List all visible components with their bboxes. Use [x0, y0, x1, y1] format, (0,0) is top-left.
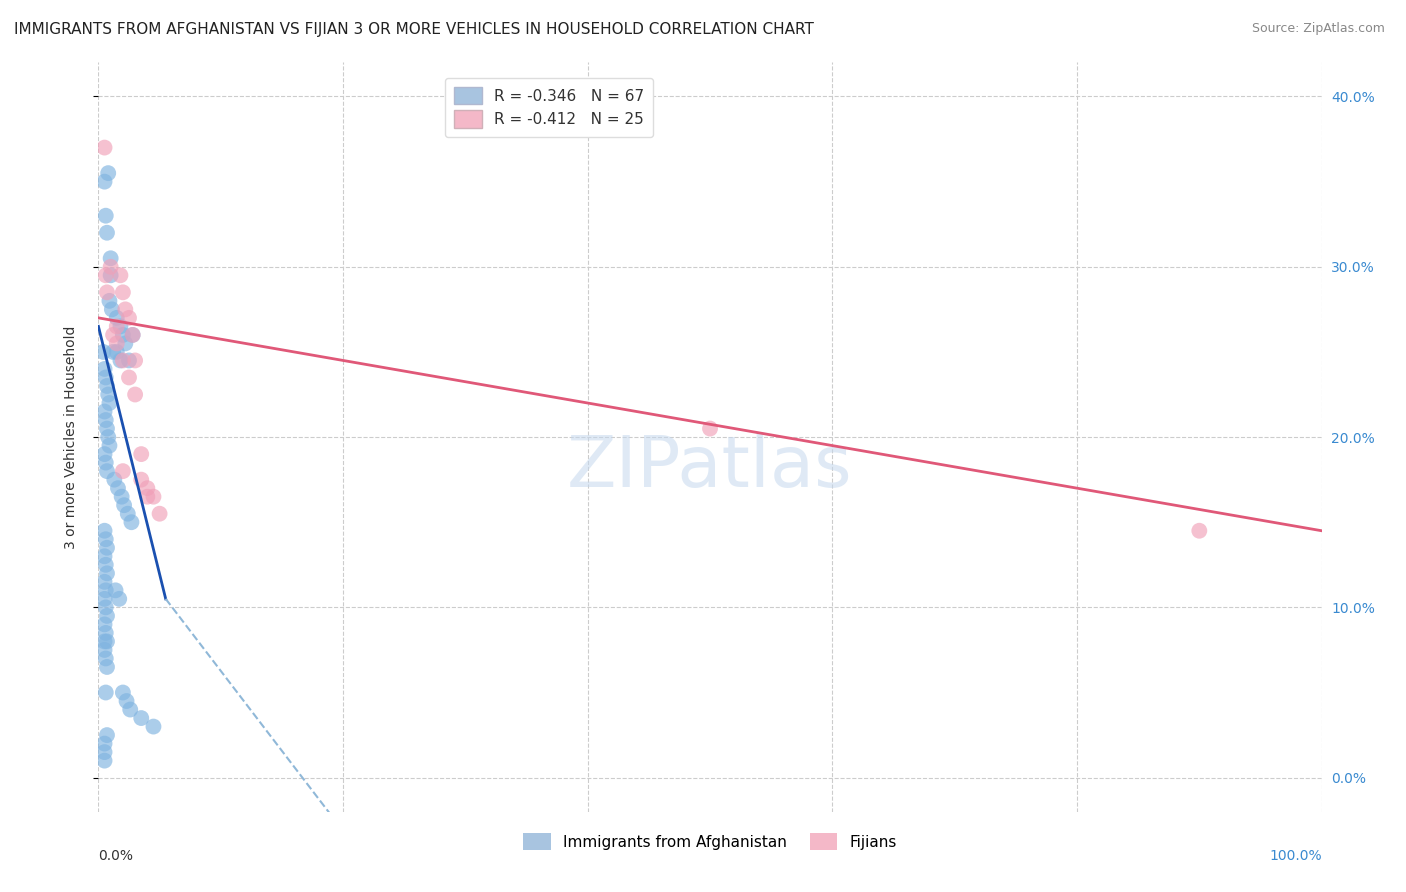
Point	[93, 175, 115, 189]
Point	[93, 362, 115, 376]
Point	[149, 507, 172, 521]
Point	[94, 370, 117, 384]
Point	[129, 473, 152, 487]
Point	[96, 608, 118, 623]
Point	[105, 345, 128, 359]
Point	[111, 490, 134, 504]
Point	[93, 643, 115, 657]
Text: IMMIGRANTS FROM AFGHANISTAN VS FIJIAN 3 OR MORE VEHICLES IN HOUSEHOLD CORRELATIO: IMMIGRANTS FROM AFGHANISTAN VS FIJIAN 3 …	[14, 22, 814, 37]
Point	[117, 507, 139, 521]
Point	[96, 464, 118, 478]
Point	[699, 421, 721, 435]
Point	[142, 720, 165, 734]
Point	[97, 387, 120, 401]
Point	[120, 515, 142, 529]
Point	[94, 209, 117, 223]
Point	[93, 737, 115, 751]
Point	[114, 302, 136, 317]
Point	[98, 293, 121, 308]
Point	[96, 541, 118, 555]
Point	[103, 473, 125, 487]
Point	[96, 660, 118, 674]
Point	[96, 728, 118, 742]
Point	[104, 583, 127, 598]
Point	[111, 285, 134, 300]
Point	[129, 711, 152, 725]
Point	[98, 439, 121, 453]
Point	[110, 353, 132, 368]
Point	[105, 319, 128, 334]
Point	[94, 456, 117, 470]
Point	[98, 396, 121, 410]
Point	[124, 353, 146, 368]
Point	[93, 549, 115, 564]
Point	[118, 353, 141, 368]
Text: Source: ZipAtlas.com: Source: ZipAtlas.com	[1251, 22, 1385, 36]
Point	[93, 754, 115, 768]
Y-axis label: 3 or more Vehicles in Household: 3 or more Vehicles in Household	[63, 326, 77, 549]
Point	[100, 268, 122, 283]
Text: 0.0%: 0.0%	[98, 849, 134, 863]
Point	[111, 685, 134, 699]
Point	[111, 464, 134, 478]
Point	[96, 634, 118, 648]
Point	[93, 591, 115, 606]
Point	[100, 252, 122, 266]
Legend: Immigrants from Afghanistan, Fijians: Immigrants from Afghanistan, Fijians	[517, 827, 903, 856]
Point	[121, 327, 143, 342]
Point	[129, 447, 152, 461]
Point	[120, 702, 142, 716]
Point	[108, 591, 131, 606]
Point	[96, 566, 118, 581]
Point	[124, 387, 146, 401]
Point	[107, 481, 129, 495]
Point	[94, 600, 117, 615]
Point	[115, 694, 138, 708]
Point	[110, 268, 132, 283]
Point	[94, 651, 117, 665]
Point	[111, 353, 134, 368]
Point	[100, 260, 122, 274]
Point	[96, 285, 118, 300]
Point	[97, 430, 120, 444]
Point	[142, 490, 165, 504]
Point	[110, 319, 132, 334]
Point	[101, 302, 124, 317]
Point	[93, 524, 115, 538]
Point	[112, 498, 135, 512]
Point	[94, 558, 117, 572]
Point	[94, 685, 117, 699]
Point	[111, 327, 134, 342]
Point	[97, 166, 120, 180]
Point	[118, 310, 141, 325]
Point	[114, 336, 136, 351]
Point	[93, 404, 115, 418]
Point	[1188, 524, 1211, 538]
Point	[118, 370, 141, 384]
Text: ZIPatlas: ZIPatlas	[567, 433, 853, 501]
Point	[96, 379, 118, 393]
Point	[94, 533, 117, 547]
Point	[94, 583, 117, 598]
Point	[93, 634, 115, 648]
Point	[94, 626, 117, 640]
Point	[136, 481, 159, 495]
Point	[91, 345, 114, 359]
Text: 100.0%: 100.0%	[1270, 849, 1322, 863]
Point	[94, 268, 117, 283]
Point	[121, 327, 143, 342]
Point	[96, 421, 118, 435]
Point	[93, 447, 115, 461]
Point	[105, 336, 128, 351]
Point	[93, 574, 115, 589]
Point	[93, 617, 115, 632]
Point	[93, 745, 115, 759]
Point	[105, 310, 128, 325]
Point	[101, 327, 124, 342]
Point	[96, 226, 118, 240]
Point	[136, 490, 159, 504]
Point	[94, 413, 117, 427]
Point	[93, 140, 115, 154]
Point	[101, 345, 124, 359]
